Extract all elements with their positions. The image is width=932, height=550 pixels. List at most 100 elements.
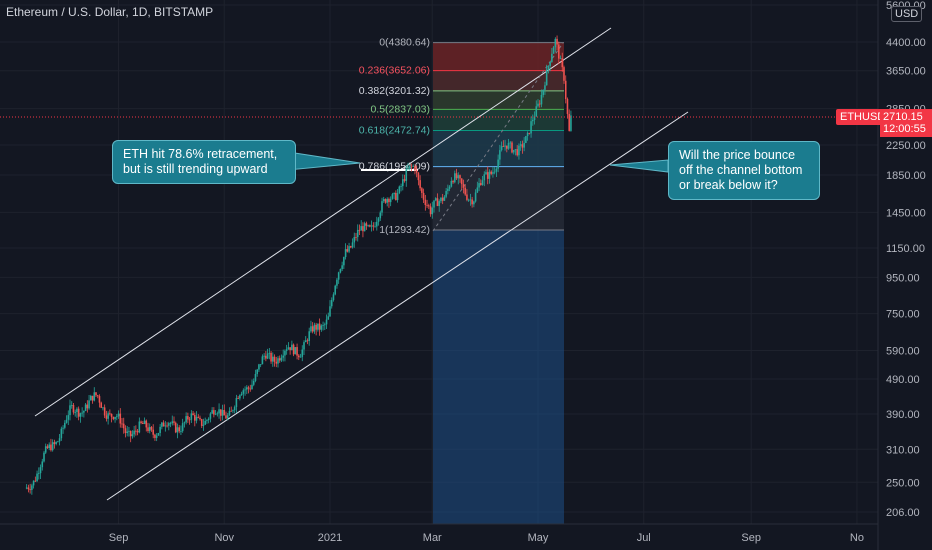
candle-body bbox=[376, 221, 378, 227]
candle-body bbox=[195, 416, 198, 421]
current-price: 2710.15 bbox=[883, 111, 923, 123]
candle-body bbox=[318, 323, 321, 330]
candle-body bbox=[412, 166, 414, 167]
candle-body bbox=[329, 306, 331, 317]
candle-body bbox=[62, 427, 64, 429]
y-tick-label: 310.00 bbox=[886, 444, 920, 456]
candle-body bbox=[98, 396, 101, 403]
candle-body bbox=[152, 429, 154, 435]
candle-body bbox=[311, 326, 314, 332]
candle-body bbox=[370, 225, 373, 227]
candle-body bbox=[284, 350, 286, 356]
candle-body bbox=[166, 425, 168, 427]
candle-body bbox=[564, 80, 567, 100]
candle-body bbox=[280, 357, 283, 361]
candle-body bbox=[138, 421, 141, 433]
candle-body bbox=[467, 199, 470, 201]
candle-body bbox=[100, 402, 102, 408]
candle-body bbox=[422, 192, 425, 200]
candle-body bbox=[207, 418, 210, 421]
y-tick-label: 250.00 bbox=[886, 477, 920, 489]
candle-body bbox=[197, 416, 200, 418]
candle-body bbox=[356, 229, 359, 238]
candle-body bbox=[535, 106, 538, 117]
candle-body bbox=[320, 325, 323, 330]
candle-body bbox=[445, 190, 447, 197]
candle-body bbox=[410, 165, 413, 167]
candle-body bbox=[448, 186, 451, 189]
candle-body bbox=[192, 413, 194, 415]
candle-body bbox=[289, 347, 291, 351]
candle-body bbox=[414, 166, 416, 171]
candle-body bbox=[438, 201, 440, 206]
candle-body bbox=[25, 487, 28, 489]
candle-body bbox=[322, 325, 324, 326]
candle-body bbox=[537, 103, 539, 107]
candle-body bbox=[58, 438, 61, 442]
candle-body bbox=[538, 103, 541, 105]
candle-body bbox=[530, 121, 532, 134]
candle-body bbox=[310, 326, 312, 332]
candle-body bbox=[164, 425, 167, 427]
candle-body bbox=[313, 324, 316, 332]
candle-body bbox=[514, 149, 517, 151]
candle-body bbox=[38, 473, 40, 474]
candle-body bbox=[128, 430, 130, 432]
candle-body bbox=[559, 58, 562, 60]
candle-body bbox=[206, 420, 208, 421]
trend-channel bbox=[34, 27, 689, 501]
candle-body bbox=[117, 413, 120, 417]
candle-body bbox=[547, 66, 550, 70]
candle-body bbox=[31, 485, 33, 490]
candle-body bbox=[552, 47, 555, 54]
candle-body bbox=[532, 119, 534, 122]
candle-body bbox=[525, 136, 527, 143]
candle-body bbox=[233, 407, 236, 411]
candle-body bbox=[512, 149, 515, 153]
y-tick-label: 1450.00 bbox=[886, 207, 926, 219]
x-tick-label: 2021 bbox=[318, 532, 342, 544]
x-tick-label: No bbox=[850, 532, 864, 544]
candle-body bbox=[332, 294, 335, 301]
channel-top-line bbox=[34, 27, 612, 417]
candle-body bbox=[27, 487, 30, 490]
candle-body bbox=[180, 431, 182, 432]
candle-body bbox=[81, 412, 83, 414]
annotation-callout-left: ETH hit 78.6% retracement, but is still … bbox=[112, 140, 296, 184]
candle-body bbox=[374, 226, 376, 228]
candle-body bbox=[251, 384, 253, 390]
candle-body bbox=[135, 430, 137, 432]
candle-body bbox=[95, 392, 97, 396]
candle-body bbox=[188, 419, 191, 421]
candle-body bbox=[429, 206, 432, 215]
y-tick-label: 390.00 bbox=[886, 409, 920, 421]
candle-body bbox=[372, 225, 375, 227]
candle-body bbox=[506, 145, 508, 149]
candle-body bbox=[270, 352, 272, 362]
candle-body bbox=[355, 237, 357, 238]
candle-body bbox=[325, 319, 328, 325]
candle-body bbox=[511, 142, 513, 153]
candle-body bbox=[96, 395, 99, 397]
candle-body bbox=[126, 431, 128, 434]
candle-body bbox=[239, 395, 241, 399]
candle-body bbox=[483, 174, 486, 181]
candle-body bbox=[474, 192, 477, 202]
candle-body bbox=[315, 324, 317, 330]
candle-body bbox=[69, 405, 71, 416]
candle-body bbox=[478, 183, 480, 188]
currency-badge[interactable]: USD bbox=[891, 6, 923, 22]
y-tick-label: 490.00 bbox=[886, 374, 920, 386]
candle-body bbox=[460, 178, 463, 185]
candle-body bbox=[121, 423, 123, 425]
candle-body bbox=[389, 198, 392, 203]
candle-body bbox=[287, 347, 290, 350]
candle-body bbox=[403, 179, 406, 181]
candle-body bbox=[334, 285, 336, 295]
candle-body bbox=[433, 200, 435, 208]
candle-body bbox=[497, 159, 499, 169]
candle-body bbox=[495, 168, 498, 172]
candle-body bbox=[466, 194, 468, 200]
candle-body bbox=[358, 229, 361, 231]
